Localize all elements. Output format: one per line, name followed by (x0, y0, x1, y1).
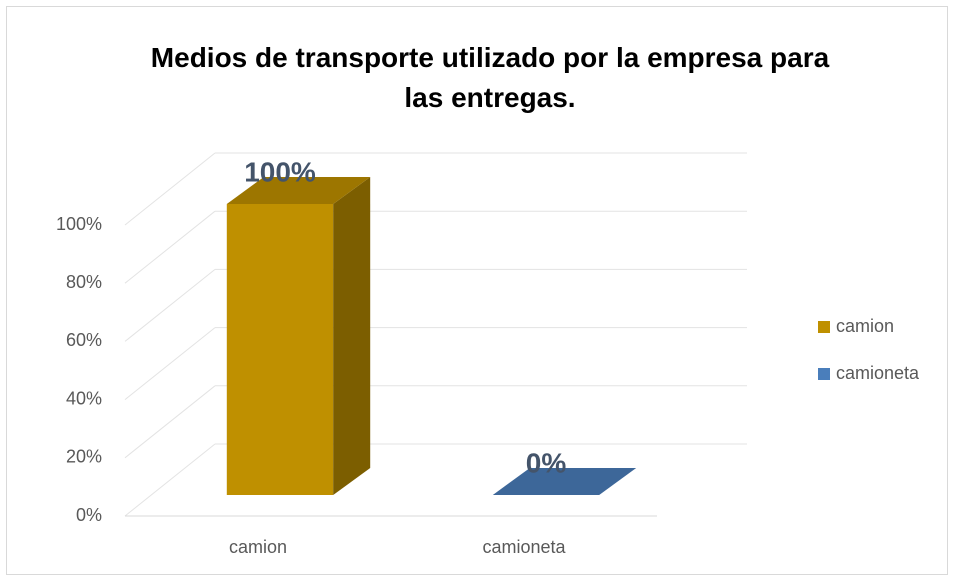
x-tick-label: camion (229, 537, 287, 557)
bar-top (226, 177, 371, 204)
bar-top (492, 468, 637, 495)
grid-line (124, 152, 216, 226)
grid-line (124, 210, 216, 284)
grid-line (124, 269, 216, 342)
x-tick-label: camioneta (482, 537, 566, 557)
grid-line (124, 327, 216, 400)
bar (226, 204, 334, 495)
grid-line (124, 385, 216, 459)
chart-border (6, 6, 948, 575)
data-label: 100% (244, 156, 316, 187)
legend-swatch (818, 368, 830, 380)
y-tick-label: 60% (66, 330, 102, 350)
bar-side (333, 177, 371, 495)
y-tick-label: 80% (66, 272, 102, 292)
y-tick-label: 20% (66, 447, 102, 467)
y-tick-label: 100% (56, 214, 102, 234)
y-tick-label: 0% (76, 505, 102, 525)
legend-swatch (818, 321, 830, 333)
chart-title: Medios de transporte utilizado por la em… (150, 42, 830, 113)
data-label: 0% (526, 447, 567, 478)
y-tick-label: 40% (66, 388, 102, 408)
legend-label: camioneta (836, 363, 920, 383)
grid-line (124, 443, 216, 517)
legend-label: camion (836, 316, 894, 336)
